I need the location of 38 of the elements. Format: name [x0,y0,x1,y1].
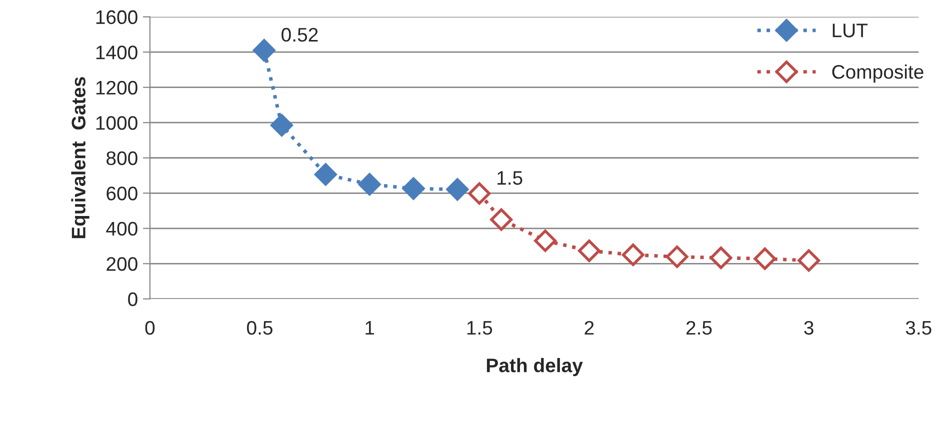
y-tick-label: 400 [106,222,138,236]
point [490,208,513,231]
x-tick-label: 3 [804,320,814,335]
y-tick-label: 1200 [96,80,138,95]
y-tick-label: 800 [106,151,138,166]
legend-label: LUT [832,24,868,38]
x-tick-label: 2.5 [686,320,712,335]
x-tick-label: 1 [366,321,374,335]
x-tick-label: 2 [584,320,594,335]
y-tick-label: 1400 [96,46,138,60]
y-tick-label: 0 [128,292,138,306]
point [446,178,469,201]
x-tick-label: 3.5 [906,320,932,335]
point [622,244,644,266]
point [314,163,337,186]
point [754,248,776,270]
y-axis-title: Equivalent Gates [71,77,90,238]
point [252,39,276,62]
annotation: 0.52 [282,28,318,42]
y-tick-label: 200 [106,257,138,271]
point [270,114,293,136]
x-tick-label: 0.5 [247,320,272,335]
point [578,240,600,262]
x-tick-label: 1.5 [467,321,492,335]
point [402,177,425,200]
point [358,173,381,196]
point [798,249,820,272]
point [710,246,732,270]
point [666,246,688,268]
x-axis-title: Path delay [486,358,583,376]
annotation: 1.5 [498,171,522,185]
point [468,182,491,205]
point [534,230,556,252]
y-tick-label: 1600 [96,10,138,24]
x-tick-label: 0 [145,320,155,335]
legend-label: Composite [832,64,924,83]
y-tick-label: 600 [106,186,138,200]
y-tick-label: 1000 [96,116,138,130]
